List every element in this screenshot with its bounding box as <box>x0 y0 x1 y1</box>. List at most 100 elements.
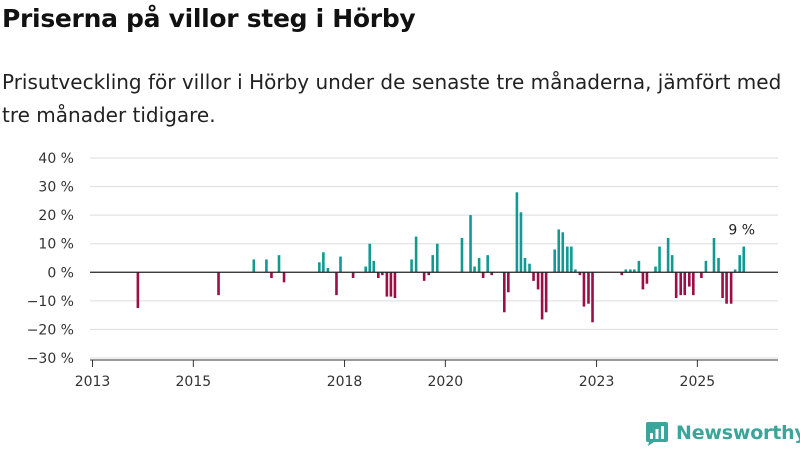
bar <box>270 272 273 278</box>
bar <box>431 255 435 273</box>
bar <box>729 272 733 304</box>
newsworthy-logo-icon <box>646 422 668 446</box>
bar <box>670 255 674 273</box>
bar <box>654 266 657 273</box>
bar <box>557 229 561 273</box>
bar <box>435 243 439 273</box>
bar <box>318 262 321 273</box>
bar <box>381 272 384 276</box>
x-tick-label: 2015 <box>176 374 212 390</box>
bar <box>389 272 393 297</box>
bar <box>674 272 678 298</box>
bar <box>385 272 389 297</box>
bar <box>217 272 220 296</box>
bar <box>490 272 494 276</box>
y-tick-label: 20 % <box>38 208 74 224</box>
bar <box>645 272 649 284</box>
bar <box>679 272 683 296</box>
x-tick-label: 2023 <box>579 374 615 390</box>
bar <box>519 212 523 273</box>
bar <box>364 266 367 273</box>
bar <box>339 256 342 273</box>
chart-title: Priserna på villor steg i Hörby <box>2 4 416 33</box>
bars <box>136 192 746 323</box>
bar <box>469 215 472 273</box>
bar <box>351 272 355 278</box>
bar <box>692 272 695 296</box>
bar <box>582 272 586 307</box>
bar <box>633 269 636 273</box>
bar <box>410 259 413 273</box>
bar <box>481 272 485 278</box>
bar <box>591 272 594 323</box>
bar <box>414 236 418 273</box>
y-tick-label: 0 % <box>47 265 74 281</box>
y-tick-label: −10 % <box>27 294 74 310</box>
bar <box>553 249 557 273</box>
bar <box>561 232 565 273</box>
brand-name: Newsworthy <box>676 422 800 444</box>
bar <box>503 272 506 313</box>
bar <box>700 272 703 278</box>
grid-lines <box>90 157 778 359</box>
y-tick-label: −20 % <box>27 322 74 338</box>
bar <box>252 259 256 273</box>
axes <box>90 271 778 367</box>
bar <box>528 263 531 273</box>
x-tick-label: 2018 <box>327 374 363 390</box>
bar <box>587 272 590 304</box>
bar <box>717 258 720 273</box>
bar <box>335 272 338 296</box>
bar <box>629 269 632 273</box>
bar <box>532 272 535 281</box>
bar <box>136 272 140 308</box>
bar <box>570 246 573 273</box>
bar <box>265 259 268 273</box>
bar <box>658 246 661 273</box>
y-tick-label: 10 % <box>38 237 74 253</box>
bar <box>666 238 670 273</box>
bar <box>322 252 325 273</box>
bar <box>326 268 330 273</box>
bar <box>507 272 510 293</box>
bar <box>733 269 737 273</box>
y-tick-label: −30 % <box>27 351 74 367</box>
bar <box>368 243 372 273</box>
bar <box>624 269 628 273</box>
x-tick-label: 2013 <box>75 374 111 390</box>
bar <box>422 272 426 281</box>
x-tick-label: 2020 <box>428 374 464 390</box>
bar <box>515 192 519 273</box>
bar <box>742 246 746 273</box>
bar <box>578 272 582 276</box>
chart-subtitle: Prisutveckling för villor i Hörby under … <box>2 70 782 127</box>
bar <box>372 260 376 273</box>
bar <box>536 272 540 290</box>
bar <box>687 272 691 287</box>
bar <box>277 255 281 273</box>
bar <box>574 269 577 273</box>
bar <box>566 246 569 273</box>
bar <box>427 272 431 276</box>
bar <box>637 260 641 273</box>
last-value-label: 9 % <box>728 223 755 239</box>
bar <box>282 272 286 283</box>
bar <box>377 272 380 278</box>
tick-labels: 40 % 30 % 20 % 10 % 0 % −10 % −20 % −30 %2013 20… <box>27 151 755 390</box>
bar <box>486 255 489 273</box>
bar <box>473 266 476 273</box>
brand-logo: Newsworthy <box>644 420 800 446</box>
y-tick-label: 40 % <box>38 151 74 167</box>
y-tick-label: 30 % <box>38 180 74 196</box>
bar <box>477 258 481 273</box>
bar <box>704 260 708 273</box>
bar <box>641 272 645 290</box>
bar <box>712 238 716 273</box>
x-tick-label: 2025 <box>680 374 716 390</box>
bar <box>725 272 728 304</box>
bar <box>620 272 624 276</box>
bar <box>683 272 687 296</box>
bar <box>721 272 724 298</box>
bar <box>460 238 464 273</box>
